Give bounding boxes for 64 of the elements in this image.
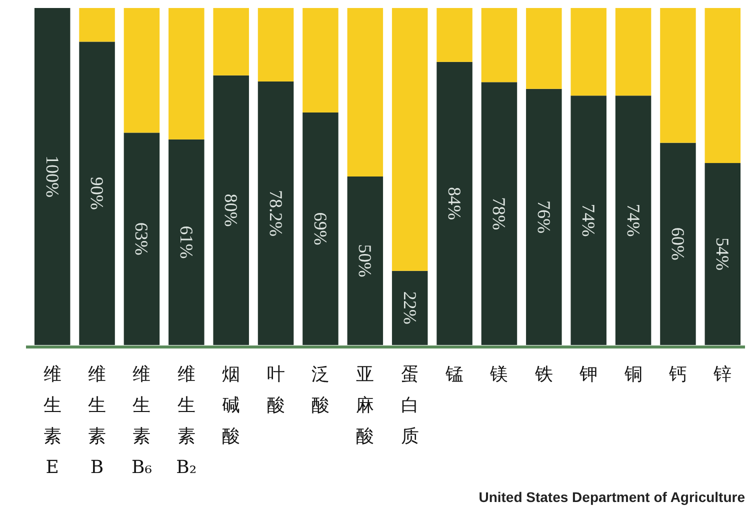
data-label: 60%	[668, 227, 688, 260]
x-tick-label: 叶酸	[266, 364, 285, 416]
data-label: 78%	[489, 197, 510, 230]
data-label: 78.2%	[266, 190, 286, 236]
x-tick-label: 蛋白质	[400, 364, 419, 447]
bar	[302, 8, 338, 112]
bar	[526, 8, 562, 89]
data-label: 54%	[712, 238, 733, 271]
x-tick-label: 铜	[623, 364, 642, 385]
data-label: 69%	[310, 212, 330, 246]
bar	[526, 88, 562, 345]
bar	[168, 139, 204, 345]
x-tick-label: 维生素B₆	[131, 364, 152, 478]
bar	[436, 62, 472, 345]
x-tick-label: 铁	[534, 364, 553, 385]
bar	[168, 8, 204, 140]
data-label: 76%	[534, 200, 554, 234]
x-tick-label: 钙	[668, 364, 687, 385]
bar	[481, 8, 518, 82]
bar	[124, 8, 160, 133]
data-label: 63%	[132, 222, 152, 256]
x-tick-label: 维生素B₂	[176, 364, 197, 478]
bar	[258, 8, 294, 82]
bar	[392, 8, 428, 271]
x-tick-label: 锰	[444, 364, 464, 385]
bar	[347, 176, 384, 345]
x-tick-label: 亚麻酸	[356, 364, 374, 447]
bar	[436, 8, 472, 62]
data-label: 61%	[176, 226, 196, 259]
bar	[79, 42, 115, 345]
bar	[347, 8, 384, 176]
bar	[213, 75, 249, 345]
bar	[213, 8, 249, 76]
data-label: 84%	[444, 186, 465, 220]
x-tick-label: 锌	[712, 364, 732, 385]
bar	[124, 132, 160, 345]
bar	[392, 270, 428, 345]
bar	[570, 8, 606, 96]
bar	[704, 163, 741, 345]
x-tick-label: 维生素B	[88, 364, 106, 478]
bar	[34, 8, 70, 345]
data-label: 90%	[87, 176, 108, 210]
x-tick-label: 烟碱酸	[222, 364, 240, 447]
data-label: 80%	[221, 194, 242, 227]
x-tick-label: 维生素E	[43, 364, 62, 478]
x-tick-label: 钾	[578, 364, 598, 385]
data-label: 100%	[42, 156, 62, 198]
bar	[704, 8, 741, 164]
data-label: 22%	[400, 291, 420, 324]
bar	[79, 8, 115, 42]
bar	[660, 8, 696, 143]
bar	[660, 142, 696, 345]
bar	[258, 81, 294, 345]
data-label: 50%	[355, 244, 376, 278]
x-tick-label: 镁	[489, 364, 508, 385]
bar	[302, 112, 338, 345]
bar	[615, 8, 652, 96]
bar	[481, 82, 518, 345]
x-tick-label: 泛酸	[311, 364, 330, 416]
bar	[615, 96, 652, 345]
data-label: 74%	[623, 204, 644, 237]
data-label: 74%	[578, 204, 599, 237]
bar	[570, 96, 606, 345]
text: United States Department of Agriculture	[478, 489, 746, 505]
